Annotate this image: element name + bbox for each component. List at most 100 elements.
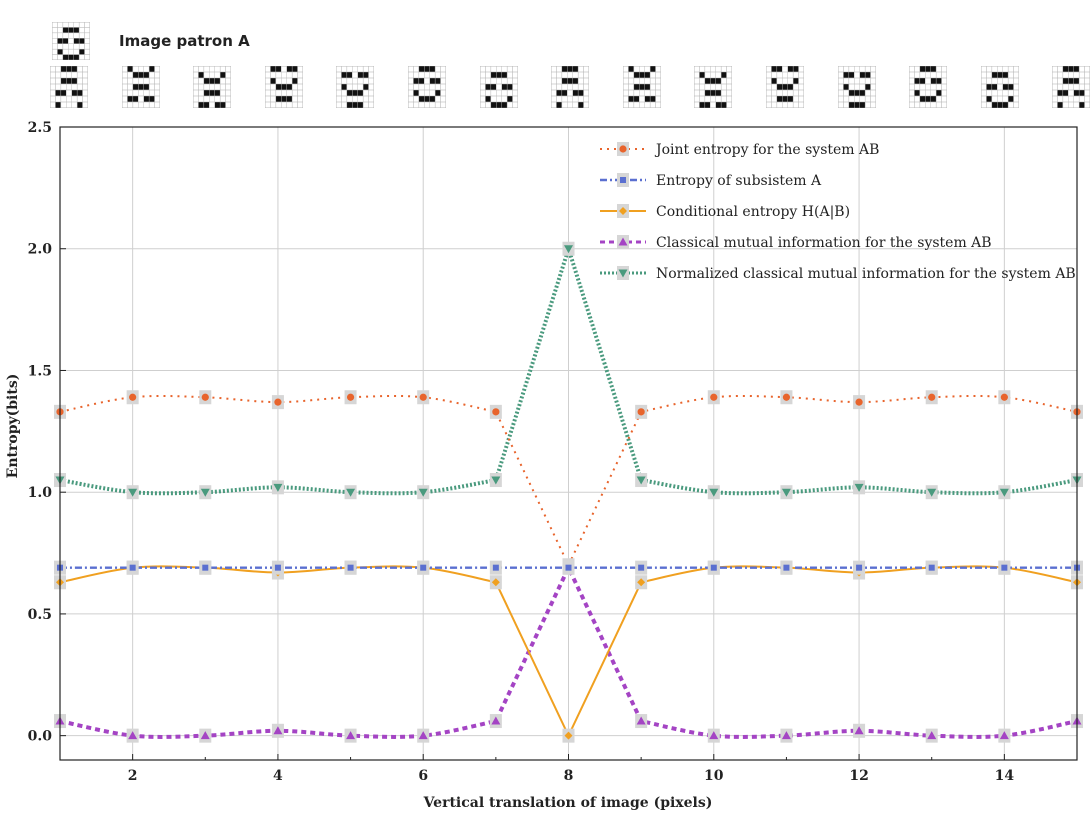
legend-item-joint: Joint entropy for the system AB [600, 142, 879, 158]
data-point-normalized [781, 488, 791, 497]
series-entropy_a [54, 560, 1083, 575]
x-tick-label: 10 [704, 768, 724, 784]
data-point-normalized [999, 488, 1009, 497]
translation-thumbnail [550, 65, 590, 112]
data-point-entropy_a [928, 564, 935, 571]
data-point-joint [1000, 393, 1008, 401]
legend-label: Joint entropy for the system AB [654, 142, 879, 158]
legend-marker [620, 177, 626, 183]
data-point-entropy_a [565, 564, 572, 571]
data-point-normalized [709, 488, 719, 497]
translation-thumbnail [908, 65, 948, 112]
x-tick-label: 12 [849, 768, 868, 784]
data-point-mutual [999, 731, 1009, 740]
data-point-mutual [927, 731, 937, 740]
series-layer [54, 241, 1083, 743]
data-point-entropy_a [202, 564, 209, 571]
data-point-conditional [637, 578, 646, 587]
data-point-joint [274, 398, 282, 406]
legend-label: Normalized classical mutual information … [656, 266, 1076, 282]
x-tick-label: 8 [564, 768, 574, 784]
translation-thumbnail-icon [1051, 65, 1090, 109]
translation-thumbnail [622, 65, 662, 112]
x-tick-label: 4 [273, 768, 283, 784]
x-tick-label: 2 [128, 768, 138, 784]
series-normalized [54, 241, 1083, 500]
data-point-joint [419, 393, 427, 401]
y-tick-label: 1.0 [28, 485, 53, 501]
translation-thumbnail-icon [980, 65, 1020, 109]
legend: Joint entropy for the system AB Entropy o… [600, 142, 1076, 282]
data-point-joint [129, 393, 137, 401]
data-point-normalized [636, 476, 646, 485]
pattern-a-grid [51, 21, 91, 61]
translation-thumbnail-icon [49, 65, 89, 109]
x-tick-label: 6 [418, 768, 428, 784]
data-point-entropy_a [638, 564, 645, 571]
x-axis-label: Vertical translation of image (pixels) [423, 795, 713, 811]
data-point-normalized [854, 483, 864, 492]
legend-marker [619, 145, 627, 153]
data-point-mutual [781, 731, 791, 740]
data-point-entropy_a [710, 564, 717, 571]
data-point-joint [782, 393, 791, 401]
data-point-mutual [128, 731, 138, 740]
translation-thumbnail-icon [550, 65, 590, 109]
translation-thumbnail-strip [0, 65, 1090, 112]
grid [60, 126, 1077, 760]
data-point-entropy_a [856, 564, 863, 571]
data-point-joint [346, 393, 355, 401]
data-point-mutual [636, 716, 646, 725]
translation-thumbnail-icon [908, 65, 948, 109]
y-axis-label: Entropy(bits) [5, 374, 21, 479]
translation-thumbnail [1051, 65, 1090, 112]
data-point-normalized [273, 483, 283, 492]
data-point-entropy_a [492, 564, 499, 571]
data-point-entropy_a [420, 564, 427, 571]
translation-thumbnail [980, 65, 1020, 112]
translation-thumbnail [407, 65, 447, 112]
data-point-conditional [491, 578, 500, 587]
translation-thumbnail-icon [837, 65, 876, 109]
translation-thumbnail-icon [765, 65, 805, 109]
translation-thumbnail-icon [479, 65, 518, 109]
legend-label: Conditional entropy H(A|B) [656, 204, 850, 220]
translation-thumbnail [192, 65, 232, 112]
pattern-a-icon [51, 21, 91, 64]
data-point-mutual [200, 731, 210, 740]
data-point-entropy_a [347, 564, 354, 571]
data-point-normalized [200, 488, 210, 497]
data-point-normalized [927, 488, 937, 497]
translation-thumbnail [479, 65, 518, 112]
translation-thumbnail [837, 65, 876, 112]
data-point-conditional [564, 731, 573, 740]
translation-thumbnail-icon [407, 65, 447, 109]
y-tick-label: 0.5 [28, 607, 52, 623]
series-mutual [54, 560, 1083, 743]
data-point-mutual [418, 731, 428, 740]
translation-thumbnail [264, 65, 304, 112]
translation-thumbnail-icon [693, 65, 733, 109]
pattern-label: Image patron A [119, 32, 250, 50]
legend-marker [618, 237, 628, 246]
legend-marker [618, 269, 628, 278]
data-point-joint [201, 393, 209, 401]
translation-thumbnail [49, 65, 89, 112]
legend-item-entropy_a: Entropy of subsistem A [600, 173, 822, 189]
data-point-joint [928, 393, 936, 401]
data-point-joint [710, 393, 718, 401]
data-point-mutual [491, 716, 501, 725]
data-point-entropy_a [129, 564, 136, 571]
data-point-normalized [491, 476, 501, 485]
legend-marker [619, 207, 627, 215]
data-point-mutual [273, 726, 283, 735]
data-point-normalized [128, 488, 138, 497]
legend-item-conditional: Conditional entropy H(A|B) [600, 204, 850, 220]
data-point-normalized [418, 488, 428, 497]
data-point-joint [637, 408, 645, 416]
legend-label: Classical mutual information for the sys… [656, 235, 992, 251]
data-point-mutual [346, 731, 356, 740]
data-point-entropy_a [783, 564, 790, 571]
axis-ticks: 2 4 6 8 10 12 14 0.0 0.5 1.0 1.5 2.0 2.5 [28, 120, 1078, 784]
